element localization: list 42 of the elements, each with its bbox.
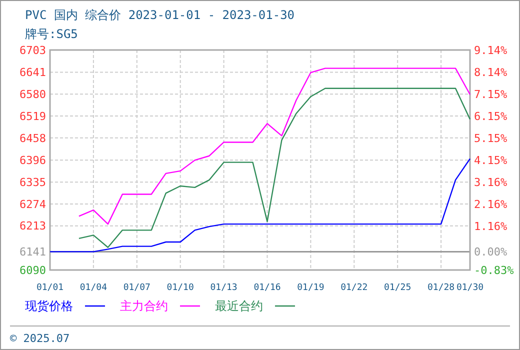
line-series xyxy=(49,158,471,252)
text: © 2025.07 xyxy=(10,332,70,345)
y2-tick-label: -0.83% xyxy=(474,264,514,277)
legend-label: 主力合约 xyxy=(120,299,168,313)
y2-tick-label: 3.16% xyxy=(474,176,508,189)
y2-tick-label: 7.15% xyxy=(474,88,508,101)
chart-title: PVC 国内 综合价 2023-01-01 - 2023-01-30 xyxy=(25,8,295,22)
y-tick-label: 6703 xyxy=(20,44,46,57)
y2-tick-label: 0.00% xyxy=(474,246,508,259)
y-tick-label: 6213 xyxy=(20,220,46,233)
x-tick-label: 01/28 xyxy=(427,283,455,293)
x-tick-label: 01/30 xyxy=(456,283,484,293)
y2-tick-label: 1.16% xyxy=(474,220,508,233)
y-tick-label: 6274 xyxy=(20,198,46,211)
y2-tick-label: 2.16% xyxy=(474,198,508,211)
y-tick-label: 6141 xyxy=(20,246,46,259)
x-tick-label: 01/22 xyxy=(340,283,368,293)
x-tick-label: 01/01 xyxy=(36,283,64,293)
y-tick-label: 6458 xyxy=(20,132,46,145)
y-tick-label: 6396 xyxy=(20,154,46,168)
x-tick-label: 01/13 xyxy=(210,283,238,293)
y2-tick-label: 8.14% xyxy=(474,66,508,79)
x-tick-label: 01/19 xyxy=(297,283,324,293)
y-tick-label: 6519 xyxy=(20,110,46,123)
line-series xyxy=(78,88,471,248)
y-tick-label: 6641 xyxy=(20,66,46,80)
y-tick-label: 6090 xyxy=(20,264,46,277)
x-tick-label: 01/10 xyxy=(166,283,194,293)
x-tick-label: 01/07 xyxy=(123,283,150,293)
x-tick-label: 01/04 xyxy=(80,283,107,293)
y2-tick-label: 5.15% xyxy=(474,132,508,145)
y2-tick-label: 4.15% xyxy=(474,154,508,167)
y-tick-label: 6580 xyxy=(20,88,46,101)
line-series xyxy=(78,68,471,225)
legend-label: 最近合约 xyxy=(215,299,263,313)
y2-tick-label: 6.15% xyxy=(474,110,508,123)
y-tick-label: 6335 xyxy=(20,176,46,189)
x-tick-label: 01/25 xyxy=(384,283,412,293)
x-tick-label: 01/16 xyxy=(254,283,281,293)
legend-label: 现货价格 xyxy=(25,299,73,313)
y2-tick-label: 9.14% xyxy=(474,44,508,57)
chart-subtitle: 牌号:SG5 xyxy=(25,27,78,41)
